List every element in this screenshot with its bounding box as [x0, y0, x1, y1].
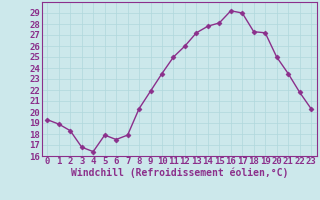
- X-axis label: Windchill (Refroidissement éolien,°C): Windchill (Refroidissement éolien,°C): [70, 168, 288, 178]
